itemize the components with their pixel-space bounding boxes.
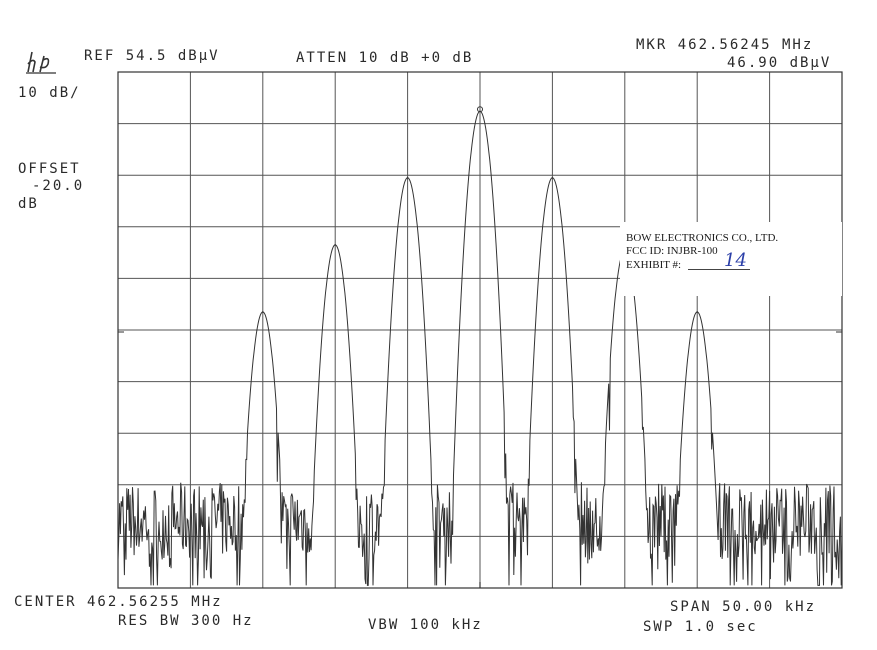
hp-logo-icon — [26, 51, 56, 74]
spectrum-peak-7 — [696, 311, 698, 313]
offset-label: OFFSET — [18, 161, 81, 177]
spectrum-peak-1 — [262, 311, 264, 313]
video-bandwidth: VBW 100 kHz — [368, 617, 483, 633]
marker-frequency: MKR 462.56245 MHz — [636, 37, 814, 53]
spectrum-peak-3 — [406, 176, 409, 179]
resolution-bandwidth: RES BW 300 Hz — [118, 613, 254, 629]
spectrum-peak-5 — [551, 176, 554, 179]
frequency-span: SPAN 50.00 kHz — [670, 599, 817, 615]
exhibit-stamp: BOW ELECTRONICS CO., LTD. FCC ID: INJBR-… — [620, 222, 842, 296]
spectrum-peak-2 — [334, 244, 337, 246]
exhibit-label: EXHIBIT #: — [626, 259, 682, 271]
vertical-scale: 10 dB/ — [18, 85, 81, 101]
reference-level: REF 54.5 dBµV — [84, 48, 220, 64]
sweep-time: SWP 1.0 sec — [643, 619, 758, 635]
marker-diamond — [477, 106, 483, 113]
attenuation-setting: ATTEN 10 dB +0 dB — [296, 50, 474, 66]
exhibit-number-underline — [688, 269, 750, 270]
exhibit-company: BOW ELECTRONICS CO., LTD. — [626, 232, 779, 244]
offset-value: -20.0 — [32, 178, 85, 194]
offset-unit: dB — [18, 196, 39, 212]
center-frequency: CENTER 462.56255 MHz — [14, 594, 223, 610]
exhibit-number: 14 — [724, 250, 747, 271]
exhibit-fcc-id: FCC ID: INJBR-100 — [626, 245, 718, 257]
marker-level: 46.90 dBµV — [727, 55, 832, 71]
